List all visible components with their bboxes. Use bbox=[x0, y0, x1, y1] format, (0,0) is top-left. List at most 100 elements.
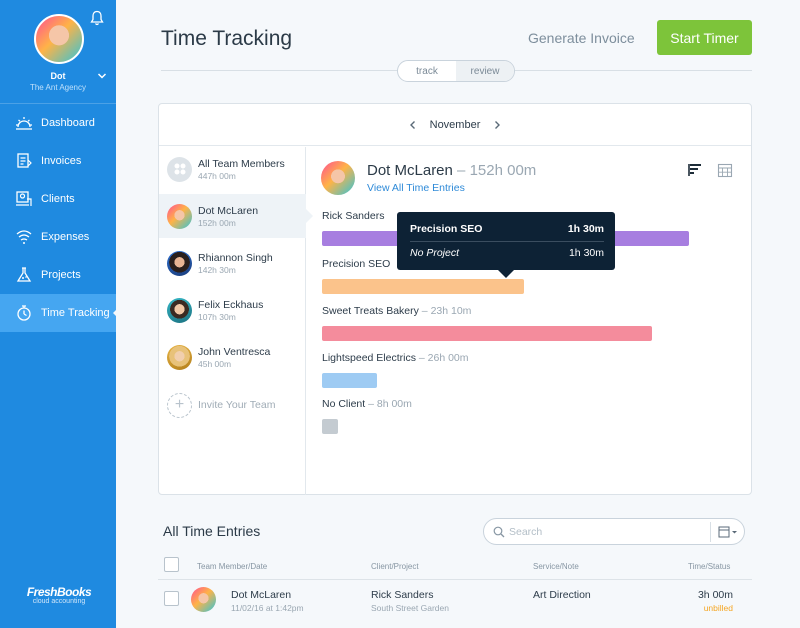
team-member-rhiannon-singh[interactable]: Rhiannon Singh 142h 30m bbox=[159, 241, 306, 285]
user-avatar[interactable] bbox=[34, 14, 84, 64]
member-name: John Ventresca bbox=[198, 345, 271, 358]
current-month: November bbox=[429, 118, 481, 131]
page-title: Time Tracking bbox=[161, 27, 293, 50]
client-dash: – bbox=[421, 305, 428, 317]
avatar bbox=[167, 297, 192, 323]
client-dash: – bbox=[368, 398, 374, 410]
client-hours: – 23h 10m bbox=[419, 305, 472, 317]
brand-name: FreshBooks bbox=[26, 585, 92, 599]
toggle-track[interactable]: track bbox=[416, 65, 438, 77]
tooltip-client: Precision SEO bbox=[410, 223, 483, 235]
tooltip-divider bbox=[410, 241, 604, 242]
team-member-dot-mclaren[interactable]: Dot McLaren 152h 00m bbox=[159, 194, 313, 238]
clients-icon bbox=[15, 190, 33, 208]
bar-chart-view-icon[interactable] bbox=[687, 162, 703, 178]
client-name: No Client bbox=[322, 398, 366, 410]
entry-time: 3h 00m unbilled bbox=[672, 589, 733, 613]
column-header-member: Team Member/Date bbox=[197, 562, 268, 571]
freshbooks-logo: FreshBooks cloud accounting bbox=[24, 585, 94, 605]
column-header-time: Time/Status bbox=[688, 562, 731, 571]
entries-search bbox=[483, 518, 745, 545]
start-timer-button[interactable]: Start Timer bbox=[657, 20, 752, 55]
sidebar-item-invoices[interactable]: Invoices bbox=[0, 142, 116, 180]
expenses-icon bbox=[15, 228, 33, 246]
team-member-felix-eckhaus[interactable]: Felix Eckhaus 107h 30m bbox=[159, 288, 306, 332]
view-all-time-entries-link[interactable]: View All Time Entries bbox=[367, 182, 465, 194]
table-header-divider bbox=[158, 579, 752, 580]
avatar bbox=[191, 587, 216, 612]
member-hours: 142h 30m bbox=[198, 264, 236, 275]
client-hours-value: 8h 00m bbox=[376, 398, 412, 410]
chevron-down-icon[interactable] bbox=[97, 72, 107, 80]
sidebar-item-dashboard[interactable]: Dashboard bbox=[0, 104, 116, 142]
detail-dash: – bbox=[457, 162, 466, 179]
team-member-list: All Team Members 447h 00m Dot McLaren 15… bbox=[159, 147, 313, 495]
sidebar-item-label: Projects bbox=[41, 269, 81, 281]
column-header-service: Service/Note bbox=[533, 562, 579, 571]
client-label: Precision SEO bbox=[322, 258, 390, 270]
member-hours: 447h 00m bbox=[198, 170, 236, 181]
team-group-icon bbox=[167, 156, 192, 182]
team-member-all[interactable]: All Team Members 447h 00m bbox=[159, 147, 306, 191]
brand-tagline: cloud accounting bbox=[32, 598, 86, 605]
member-hours: 45h 00m bbox=[198, 358, 232, 369]
client-label: Sweet Treats Bakery – 23h 10m bbox=[322, 305, 471, 317]
client-dash: – bbox=[418, 352, 425, 364]
bell-icon[interactable] bbox=[90, 10, 104, 26]
chevron-left-icon[interactable] bbox=[408, 120, 418, 130]
detail-total-hours: 152h 00m bbox=[469, 162, 537, 179]
time-tracking-icon bbox=[15, 304, 33, 322]
select-all-checkbox[interactable] bbox=[164, 557, 179, 572]
avatar bbox=[167, 344, 192, 370]
dashboard-icon bbox=[15, 114, 33, 132]
search-input[interactable] bbox=[509, 523, 709, 541]
calendar-view-icon[interactable] bbox=[717, 162, 733, 178]
sidebar-item-time-tracking[interactable]: Time Tracking bbox=[0, 294, 117, 332]
track-review-toggle: track review bbox=[397, 60, 515, 82]
client-name: Lightspeed Electrics bbox=[322, 352, 416, 364]
sidebar-item-expenses[interactable]: Expenses bbox=[0, 218, 116, 256]
client-hours-bar[interactable] bbox=[322, 279, 524, 294]
projects-icon bbox=[15, 266, 33, 284]
all-time-entries-title: All Time Entries bbox=[163, 523, 261, 539]
member-detail: Dot McLaren – 152h 00m View All Time Ent… bbox=[307, 147, 751, 495]
team-member-john-ventresca[interactable]: John Ventresca 45h 00m bbox=[159, 335, 306, 379]
user-org: The Ant Agency bbox=[29, 83, 87, 92]
entry-client-name: Rick Sanders bbox=[371, 589, 434, 601]
search-icon bbox=[493, 526, 505, 538]
sidebar-item-label: Expenses bbox=[41, 231, 90, 243]
tooltip-project: No Project bbox=[410, 247, 460, 259]
date-filter-button[interactable] bbox=[710, 522, 744, 542]
client-label: Lightspeed Electrics – 26h 00m bbox=[322, 352, 469, 364]
member-name: All Team Members bbox=[198, 157, 285, 170]
sidebar-item-clients[interactable]: Clients bbox=[0, 180, 116, 218]
user-name: Dot bbox=[50, 71, 66, 81]
entry-service: Art Direction bbox=[533, 589, 591, 601]
client-hours: – 8h 00m bbox=[365, 398, 412, 410]
client-hours-bar[interactable] bbox=[322, 373, 377, 388]
row-checkbox[interactable] bbox=[164, 591, 179, 606]
member-name: Dot McLaren bbox=[198, 204, 259, 217]
member-hours: 152h 00m bbox=[198, 217, 236, 228]
detail-title: Dot McLaren – 152h 00m bbox=[367, 162, 536, 179]
sidebar-item-label: Time Tracking bbox=[41, 307, 110, 319]
entry-member: Dot McLaren 11/02/16 at 1:42pm bbox=[231, 589, 304, 613]
entry-member-name: Dot McLaren bbox=[231, 589, 292, 601]
client-label: No Client – 8h 00m bbox=[322, 398, 412, 410]
tooltip-project-hours: 1h 30m bbox=[568, 247, 604, 259]
generate-invoice-button[interactable]: Generate Invoice bbox=[528, 30, 635, 46]
entry-date: 11/02/16 at 1:42pm bbox=[231, 603, 304, 613]
entry-project: South Street Garden bbox=[371, 603, 449, 613]
client-name: Sweet Treats Bakery bbox=[322, 305, 419, 317]
toggle-review[interactable]: review bbox=[456, 61, 514, 81]
client-hours-bar[interactable] bbox=[322, 419, 338, 434]
sidebar-item-label: Clients bbox=[41, 193, 75, 205]
invoices-icon bbox=[15, 152, 33, 170]
member-hours: 107h 30m bbox=[198, 311, 236, 322]
invite-team-button[interactable]: + Invite Your Team bbox=[159, 383, 306, 427]
entry-time-value: 3h 00m bbox=[697, 589, 733, 601]
chevron-right-icon[interactable] bbox=[492, 120, 502, 130]
sidebar-item-projects[interactable]: Projects bbox=[0, 256, 116, 294]
client-hours-bar[interactable] bbox=[322, 326, 652, 341]
avatar bbox=[167, 250, 192, 276]
